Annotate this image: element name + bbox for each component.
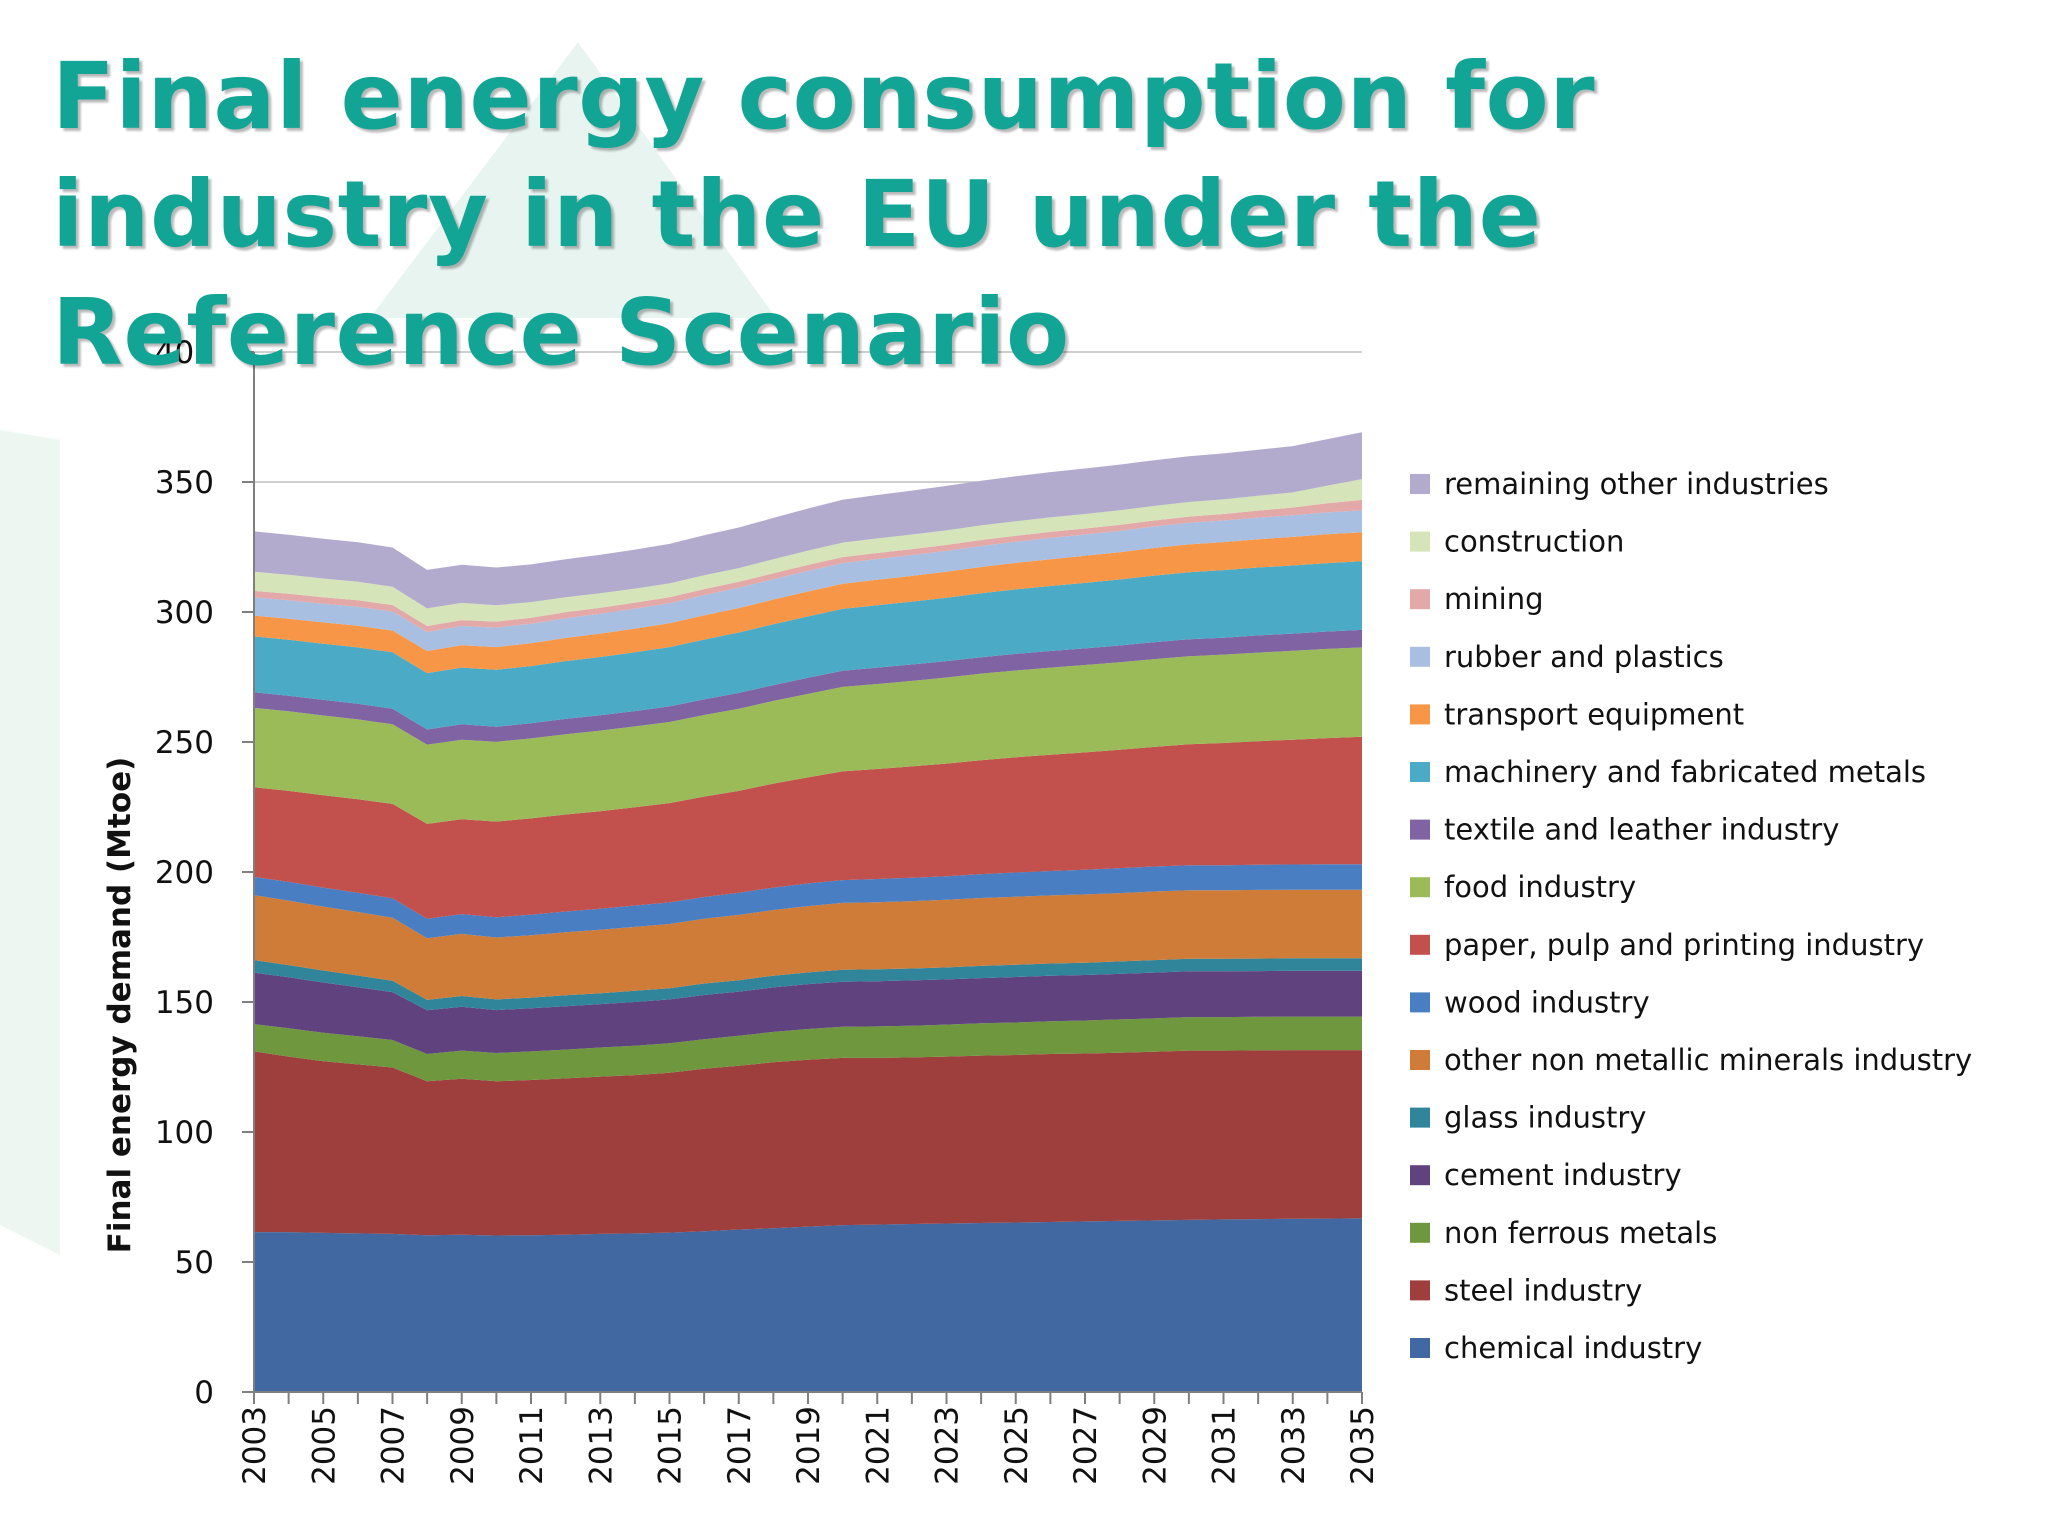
- legend-swatch: [1410, 992, 1430, 1013]
- legend-label: paper, pulp and printing industry: [1444, 928, 1924, 962]
- legend-label: non ferrous metals: [1444, 1216, 1717, 1250]
- x-tick-label: 2023: [930, 1406, 966, 1485]
- legend-swatch: [1410, 1338, 1430, 1358]
- legend-swatch: [1410, 877, 1430, 898]
- x-tick-label: 2021: [860, 1406, 896, 1485]
- x-tick-label: 2031: [1207, 1406, 1243, 1485]
- area-chemical-industry: [254, 1218, 1362, 1392]
- area-steel-industry: [254, 1050, 1362, 1236]
- area-other-non-metallic-minerals-industry: [254, 889, 1362, 1000]
- legend-label: cement industry: [1444, 1158, 1682, 1192]
- y-tick-label: 300: [155, 595, 214, 631]
- x-tick-label: 2025: [999, 1406, 1035, 1485]
- legend-swatch: [1410, 704, 1430, 725]
- area-remaining-other-industries: [254, 432, 1362, 609]
- legend-label: steel industry: [1444, 1273, 1642, 1307]
- x-tick-label: 2035: [1345, 1406, 1381, 1485]
- legend-swatch: [1410, 474, 1430, 494]
- legend: remaining other industries construction mi…: [1410, 467, 1972, 1365]
- area-cement-industry: [254, 970, 1362, 1054]
- y-tick-label: 200: [155, 855, 214, 891]
- y-tick-label: 100: [155, 1115, 214, 1151]
- legend-swatch: [1410, 819, 1430, 840]
- area-wood-industry: [254, 864, 1362, 939]
- legend-label: wood industry: [1444, 985, 1650, 1019]
- y-tick-label: 350: [155, 465, 214, 501]
- background-left-shape: [0, 430, 60, 1255]
- x-tick-label: 2007: [376, 1406, 412, 1485]
- area-textile-and-leather-industry: [254, 629, 1362, 745]
- legend-label: rubber and plastics: [1444, 640, 1724, 674]
- y-axis-label: Final energy demand (Mtoe): [102, 757, 138, 1254]
- legend-swatch: [1410, 1050, 1430, 1070]
- legend-label: glass industry: [1444, 1101, 1646, 1135]
- legend-swatch: [1410, 1107, 1430, 1128]
- legend-swatch: [1410, 646, 1430, 667]
- x-tick-label: 2015: [653, 1406, 689, 1485]
- x-tick-label: 2019: [791, 1406, 827, 1485]
- legend-label: machinery and fabricated metals: [1444, 755, 1926, 789]
- axes: 0 50 100 150 200 250 300 350 400 2003 2005 2007 2009…: [155, 335, 1381, 1485]
- background-triangle: [370, 42, 776, 318]
- legend-label: transport equipment: [1444, 697, 1744, 731]
- area-construction: [254, 479, 1362, 626]
- x-tick-label: 2005: [306, 1406, 342, 1485]
- y-tick-label: 50: [175, 1245, 214, 1281]
- area-paper-pulp-and-printing-industry: [254, 736, 1362, 919]
- x-tick-label: 2027: [1068, 1406, 1104, 1485]
- legend-label: construction: [1444, 525, 1624, 559]
- area-glass-industry: [254, 958, 1362, 1011]
- legend-swatch: [1410, 762, 1430, 782]
- y-tick-label: 150: [155, 985, 214, 1021]
- legend-label: other non metallic minerals industry: [1444, 1043, 1972, 1077]
- x-tick-label: 2029: [1137, 1406, 1173, 1485]
- legend-label: textile and leather industry: [1444, 813, 1839, 847]
- legend-swatch: [1410, 1280, 1430, 1301]
- legend-label: food industry: [1444, 870, 1636, 904]
- legend-swatch: [1410, 1222, 1430, 1243]
- x-tick-label: 2017: [722, 1406, 758, 1485]
- x-tick-label: 2009: [445, 1406, 481, 1485]
- legend-swatch: [1410, 1165, 1430, 1186]
- legend-swatch: [1410, 934, 1430, 955]
- area-machinery-and-fabricated-metals: [254, 561, 1362, 730]
- legend-label: chemical industry: [1444, 1331, 1702, 1365]
- area-non-ferrous-metals: [254, 1016, 1362, 1082]
- y-tick-label: 0: [194, 1375, 214, 1411]
- area-mining: [254, 499, 1362, 632]
- area-series-group: [254, 432, 1362, 1392]
- area-food-industry: [254, 647, 1362, 824]
- x-tick-label: 2013: [583, 1406, 619, 1485]
- legend-swatch: [1410, 531, 1430, 552]
- area-transport-equipment: [254, 532, 1362, 674]
- legend-label: remaining other industries: [1444, 467, 1829, 501]
- x-tick-label: 2033: [1276, 1406, 1312, 1485]
- slide-title: Final energy consumption for industry in…: [52, 43, 1596, 386]
- y-tick-label: 400: [155, 335, 214, 371]
- x-tick-label: 2003: [237, 1406, 273, 1485]
- legend-swatch: [1410, 589, 1430, 610]
- y-tick-label: 250: [155, 725, 214, 761]
- legend-label: mining: [1444, 582, 1544, 616]
- area-rubber-and-plastics: [254, 510, 1362, 651]
- x-tick-label: 2011: [514, 1406, 550, 1485]
